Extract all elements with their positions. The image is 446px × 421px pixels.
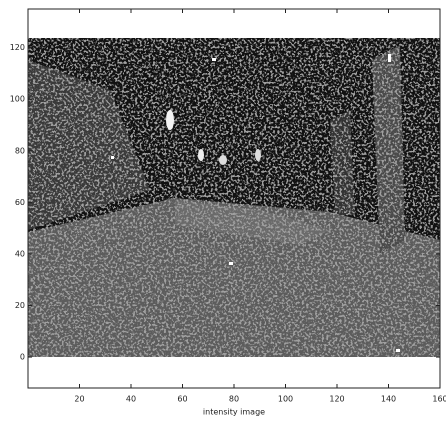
x-tick-label: 120: [329, 395, 344, 404]
y-tick-label: 20: [15, 301, 25, 310]
x-tick-label: 140: [381, 395, 396, 404]
bright-spot: [229, 262, 233, 265]
bright-spot: [212, 58, 216, 61]
y-tick-label: 0: [20, 353, 25, 362]
x-tick-label: 100: [278, 395, 293, 404]
x-tick-label: 40: [126, 395, 136, 404]
y-tick-label: 80: [15, 146, 25, 155]
x-tick-label: 160: [432, 395, 446, 404]
bright-spot: [388, 54, 391, 62]
y-tick-label: 120: [10, 43, 25, 52]
x-tick-label: 20: [74, 395, 84, 404]
bright-spot: [396, 349, 400, 352]
x-tick-label: 60: [177, 395, 187, 404]
x-tick-label: 80: [229, 395, 239, 404]
y-tick-label: 100: [10, 95, 25, 104]
intensity-image: [28, 38, 440, 357]
bright-spot: [198, 149, 204, 161]
bright-spot: [255, 149, 261, 161]
x-axis-label: intensity image: [203, 408, 265, 417]
y-tick-label: 40: [15, 249, 25, 258]
bright-spot: [219, 155, 227, 165]
bright-spot: [111, 156, 114, 159]
page: {"chart_data": {"type": "image", "xlabel…: [0, 0, 446, 421]
image-noise: [28, 38, 440, 357]
figure: intensity image 20 40 60 80 100 120 140 160 0 20 4…: [0, 0, 446, 421]
bright-spot: [166, 110, 174, 130]
y-tick-label: 60: [15, 198, 25, 207]
